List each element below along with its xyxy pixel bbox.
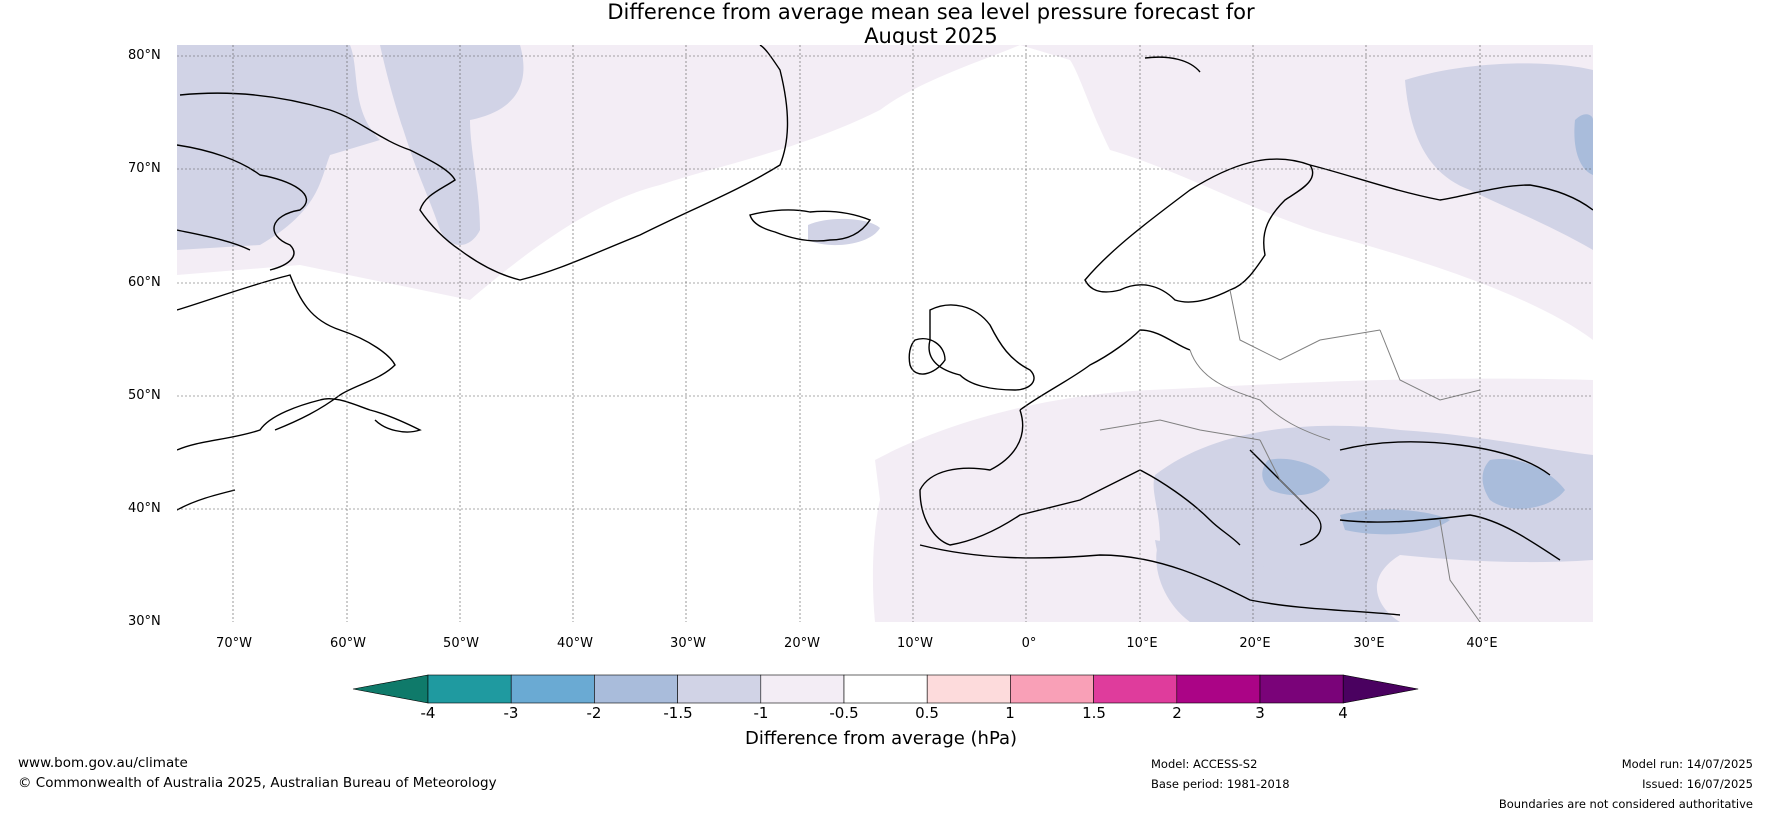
coast-black-sea xyxy=(1339,441,1551,476)
colorbar-segment xyxy=(1176,674,1261,704)
lat-label-30n: 30°N xyxy=(128,614,161,629)
border-ukraine xyxy=(1379,329,1481,401)
lon-label-0: 0° xyxy=(1021,636,1037,651)
colorbar-tick: 3 xyxy=(1255,704,1265,722)
colorbar-tick: 4 xyxy=(1338,704,1348,722)
map-title-line1: Difference from average mean sea level p… xyxy=(607,0,1255,24)
border-central-europe xyxy=(1189,349,1331,441)
colorbar-tick: 1 xyxy=(1005,704,1015,722)
map-title: Difference from average mean sea level p… xyxy=(0,0,1770,48)
colorbar-segment xyxy=(594,674,678,704)
colorbar-segment xyxy=(1010,674,1094,704)
colorbar-tick: -3 xyxy=(503,704,519,722)
coastlines xyxy=(177,45,1593,616)
footer-model: Model: ACCESS-S2 xyxy=(1151,757,1258,771)
band-greenland-sea xyxy=(380,45,524,245)
colorbar-tick: -4 xyxy=(420,704,436,722)
lon-label-40e: 40°E xyxy=(1466,636,1498,651)
colorbar-segment xyxy=(843,674,928,704)
border-middle-east xyxy=(1439,519,1481,622)
coast-baffin xyxy=(177,144,308,271)
colorbar-tick: -1.5 xyxy=(663,704,693,722)
lon-label-20e: 20°E xyxy=(1239,636,1271,651)
lon-label-10w: 10°W xyxy=(897,636,933,651)
forecast-map xyxy=(177,45,1593,622)
coast-north-sea xyxy=(1019,329,1191,411)
lat-label-40n: 40°N xyxy=(128,501,161,516)
coast-greenland xyxy=(179,45,789,281)
colorbar-tick: -1 xyxy=(753,704,769,722)
band-black-sea-east xyxy=(1482,459,1565,509)
lon-label-30e: 30°E xyxy=(1353,636,1385,651)
border-balkans xyxy=(1259,439,1301,501)
gridlines xyxy=(177,45,1593,622)
footer-issued: Issued: 16/07/2025 xyxy=(1642,777,1753,791)
colorbar-segment xyxy=(510,674,595,704)
lon-label-40w: 40°W xyxy=(557,636,593,651)
colorbar-segment xyxy=(677,674,762,704)
coast-newfoundland xyxy=(177,398,422,451)
coast-nova-scotia xyxy=(177,489,236,511)
lat-label-60n: 60°N xyxy=(128,275,161,290)
coast-north-africa xyxy=(919,544,1401,616)
colorbar-segment xyxy=(1259,674,1344,704)
coast-kola xyxy=(1309,164,1593,211)
band-canada-arctic xyxy=(177,45,380,250)
lon-label-20w: 20°W xyxy=(784,636,820,651)
band-kara xyxy=(1574,114,1593,175)
colorbar-extend-high xyxy=(1342,674,1419,704)
lat-label-80n: 80°N xyxy=(128,48,161,63)
lon-label-50w: 50°W xyxy=(443,636,479,651)
band-barents xyxy=(1405,63,1593,250)
coast-iberia xyxy=(919,409,1141,546)
lon-label-60w: 60°W xyxy=(330,636,366,651)
footer-url: www.bom.gov.au/climate xyxy=(18,755,188,771)
colorbar-label: Difference from average (hPa) xyxy=(745,728,1018,749)
footer-copyright: © Commonwealth of Australia 2025, Austra… xyxy=(18,775,497,791)
footer-disclaimer: Boundaries are not considered authoritat… xyxy=(1498,797,1753,811)
lon-label-10e: 10°E xyxy=(1126,636,1158,651)
coast-ireland xyxy=(908,338,946,375)
colorbar-segment xyxy=(926,674,1011,704)
lon-label-70w: 70°W xyxy=(216,636,252,651)
lat-label-50n: 50°N xyxy=(128,388,161,403)
colorbar-tick: 2 xyxy=(1172,704,1182,722)
coast-anatolia xyxy=(1339,514,1561,561)
coast-baffin-south xyxy=(177,229,251,251)
coast-scandinavia xyxy=(1084,158,1314,303)
band-ionian xyxy=(1155,540,1304,622)
footer-model-run: Model run: 14/07/2025 xyxy=(1621,757,1753,771)
band-balkans xyxy=(1262,458,1330,496)
footer-base-period: Base period: 1981-2018 xyxy=(1151,777,1290,791)
band-north xyxy=(177,45,1593,340)
colorbar-segment xyxy=(427,674,512,704)
colorbar xyxy=(352,674,1419,704)
band-iceland xyxy=(808,218,880,246)
coast-iceland xyxy=(749,209,872,242)
map-plot-area xyxy=(177,45,1593,622)
lat-label-70n: 70°N xyxy=(128,161,161,176)
coast-svalbard xyxy=(1144,56,1201,73)
coast-labrador xyxy=(177,274,396,431)
colorbar-extend-low xyxy=(352,674,429,704)
colorbar-tick: -0.5 xyxy=(829,704,859,722)
map-title-line2: August 2025 xyxy=(864,24,998,48)
lon-label-30w: 30°W xyxy=(670,636,706,651)
colorbar-segment xyxy=(760,674,845,704)
border-alps xyxy=(1099,419,1261,441)
colorbar-segments xyxy=(352,674,1419,704)
colorbar-tick: 1.5 xyxy=(1082,704,1106,722)
coast-italy xyxy=(1139,469,1241,546)
border-baltic xyxy=(1229,289,1381,361)
colorbar-tick: -2 xyxy=(586,704,602,722)
coast-britain xyxy=(928,304,1035,391)
country-borders xyxy=(1099,289,1481,622)
colorbar-segment xyxy=(1093,674,1178,704)
coast-adriatic xyxy=(1249,449,1322,546)
colorbar-tick: 0.5 xyxy=(915,704,939,722)
